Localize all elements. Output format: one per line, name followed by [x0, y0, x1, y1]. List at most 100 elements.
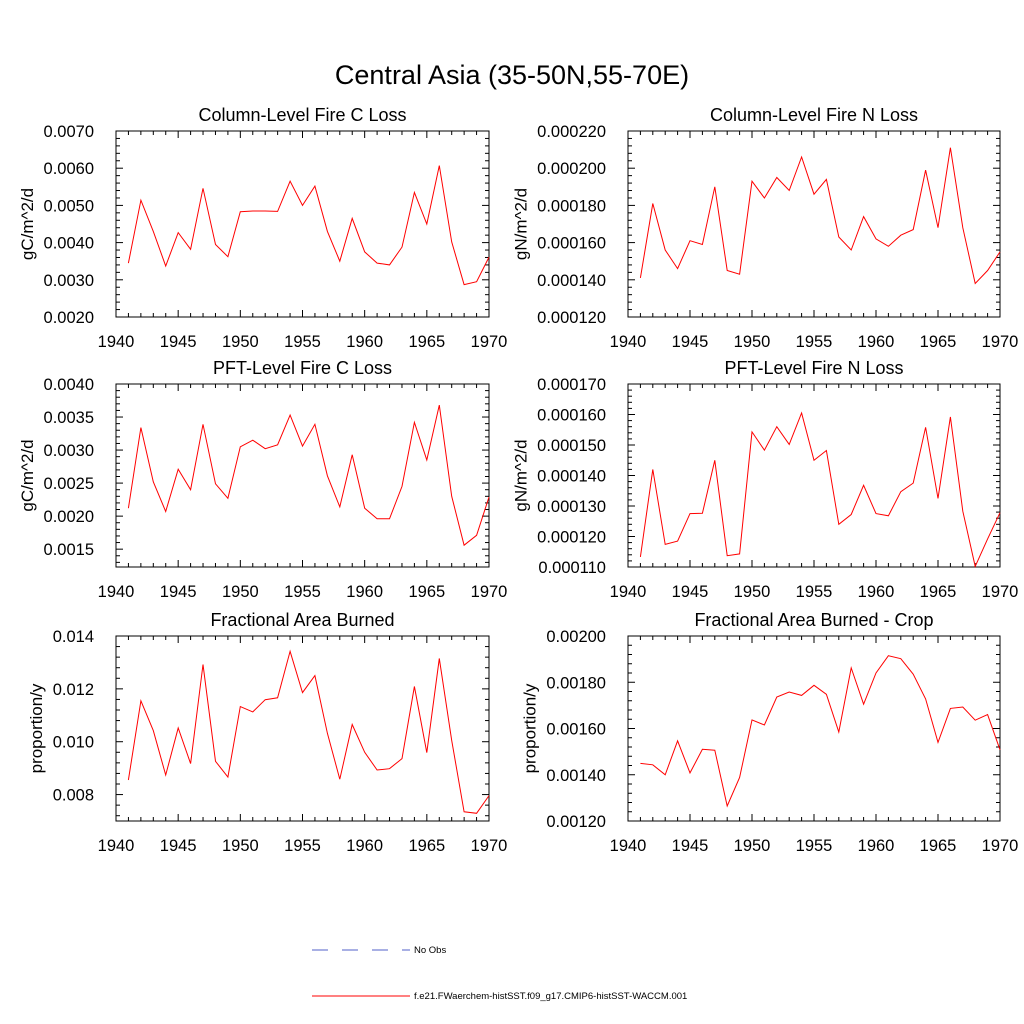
x-tick-label: 1965: [920, 837, 957, 855]
y-tick-label: 0.000130: [537, 498, 606, 516]
plot-frame: [115, 635, 490, 822]
x-tick-label: 1960: [346, 583, 383, 601]
y-tick-label: 0.0040: [44, 235, 94, 253]
y-tick-label: 0.0025: [44, 475, 94, 493]
chart-panel-3: PFT-Level Fire C Loss 1940 1945 1950 1955 196…: [18, 358, 508, 601]
x-tick-label: 1940: [98, 333, 135, 351]
x-tick-label: 1965: [920, 333, 957, 351]
y-axis-label: proportion/y: [521, 683, 540, 773]
y-tick-label: 0.014: [53, 628, 94, 646]
y-tick-label: 0.0020: [44, 309, 94, 327]
x-tick-label: 1970: [471, 837, 508, 855]
y-tick-label: 0.000220: [537, 123, 606, 141]
x-tick-label: 1970: [982, 333, 1019, 351]
series-line: [127, 165, 490, 286]
x-tick-label: 1970: [982, 837, 1019, 855]
x-tick-label: 1945: [672, 837, 709, 855]
x-tick-label: 1950: [222, 583, 259, 601]
y-tick-label: 0.000160: [537, 407, 606, 425]
x-tick-label: 1970: [982, 583, 1019, 601]
x-tick-label: 1955: [796, 837, 833, 855]
panel-title: Fractional Area Burned: [210, 610, 394, 630]
x-tick-label: 1955: [284, 333, 321, 351]
plot-frame: [115, 130, 490, 318]
series-line: [640, 655, 1001, 808]
x-tick-label: 1950: [734, 333, 771, 351]
x-tick-label: 1945: [672, 583, 709, 601]
y-tick-label: 0.000150: [537, 437, 606, 455]
y-tick-label: 0.00180: [546, 674, 606, 692]
y-tick-label: 0.0070: [44, 123, 94, 141]
plot-frame: [627, 130, 1001, 318]
x-tick-label: 1960: [858, 837, 895, 855]
x-tick-label: 1955: [284, 837, 321, 855]
y-tick-label: 0.00140: [546, 767, 606, 785]
x-tick-label: 1940: [610, 333, 647, 351]
series-line: [639, 411, 1001, 568]
y-tick-label: 0.000140: [537, 468, 606, 486]
y-tick-label: 0.000120: [537, 529, 606, 547]
y-tick-label: 0.0020: [44, 508, 94, 526]
x-tick-label: 1970: [471, 583, 508, 601]
y-tick-label: 0.008: [53, 787, 94, 805]
x-tick-label: 1950: [222, 837, 259, 855]
y-axis-label: gN/m^2/d: [511, 188, 530, 260]
y-tick-label: 0.00200: [546, 628, 606, 646]
y-tick-label: 0.00160: [546, 721, 606, 739]
panels: Column-Level Fire C Loss 1940 1945 1950 1955…: [18, 105, 1019, 855]
plot-frame: [115, 383, 490, 568]
x-tick-label: 1955: [796, 333, 833, 351]
y-tick-label: 0.000160: [537, 235, 606, 253]
panel-title: Fractional Area Burned - Crop: [694, 610, 933, 630]
x-tick-label: 1970: [471, 333, 508, 351]
x-tick-label: 1965: [408, 583, 445, 601]
y-tick-label: 0.000140: [537, 272, 606, 290]
y-tick-label: 0.000120: [537, 309, 606, 327]
x-tick-label: 1940: [610, 583, 647, 601]
legend-label-model-run: f.e21.FWaerchem-histSST.f09_g17.CMIP6-hi…: [414, 991, 687, 1002]
y-tick-label: 0.000170: [537, 376, 606, 394]
y-tick-label: 0.010: [53, 734, 94, 752]
x-tick-label: 1950: [222, 333, 259, 351]
chart-panel-2: Column-Level Fire N Loss 1940 1945 1950 1955…: [511, 105, 1018, 351]
y-tick-label: 0.000180: [537, 197, 606, 215]
y-tick-label: 0.0015: [44, 541, 94, 559]
x-tick-label: 1950: [734, 583, 771, 601]
x-tick-label: 1945: [160, 333, 197, 351]
x-tick-label: 1965: [920, 583, 957, 601]
x-tick-label: 1945: [160, 837, 197, 855]
y-tick-label: 0.000110: [538, 559, 606, 577]
x-tick-label: 1955: [284, 583, 321, 601]
y-tick-label: 0.0030: [44, 272, 94, 290]
plot-frame: [627, 635, 1001, 822]
y-tick-label: 0.0050: [44, 197, 94, 215]
figure-title: Central Asia (35-50N,55-70E): [335, 60, 689, 90]
legend-item-model-run: f.e21.FWaerchem-histSST.f09_g17.CMIP6-hi…: [312, 991, 687, 1002]
series-line: [639, 147, 1001, 285]
y-tick-label: 0.0040: [44, 376, 94, 394]
y-tick-label: 0.0035: [44, 409, 94, 427]
y-tick-label: 0.00120: [546, 813, 606, 831]
panel-title: PFT-Level Fire N Loss: [724, 358, 903, 378]
x-tick-label: 1950: [734, 837, 771, 855]
chart-panel-4: PFT-Level Fire N Loss 1940 1945 1950 1955 196…: [511, 358, 1018, 601]
chart-panel-1: Column-Level Fire C Loss 1940 1945 1950 1955…: [18, 105, 508, 351]
x-tick-label: 1940: [98, 837, 135, 855]
series-line: [127, 649, 490, 814]
y-tick-label: 0.0030: [44, 442, 94, 460]
y-axis-label: gC/m^2/d: [18, 439, 37, 511]
panel-title: Column-Level Fire C Loss: [198, 105, 406, 125]
legend-label-no-obs: No Obs: [414, 945, 446, 956]
x-tick-label: 1940: [98, 583, 135, 601]
x-tick-label: 1960: [858, 583, 895, 601]
x-tick-label: 1965: [408, 837, 445, 855]
chart-panel-5: Fractional Area Burned 1940 1945 1950 1955 19…: [27, 610, 507, 855]
panel-title: PFT-Level Fire C Loss: [213, 358, 392, 378]
x-tick-label: 1965: [408, 333, 445, 351]
series-line: [127, 404, 490, 547]
y-axis-label: proportion/y: [27, 683, 46, 773]
x-tick-label: 1940: [610, 837, 647, 855]
y-axis-label: gN/m^2/d: [511, 439, 530, 511]
legend: No Obs f.e21.FWaerchem-histSST.f09_g17.C…: [312, 945, 687, 1002]
